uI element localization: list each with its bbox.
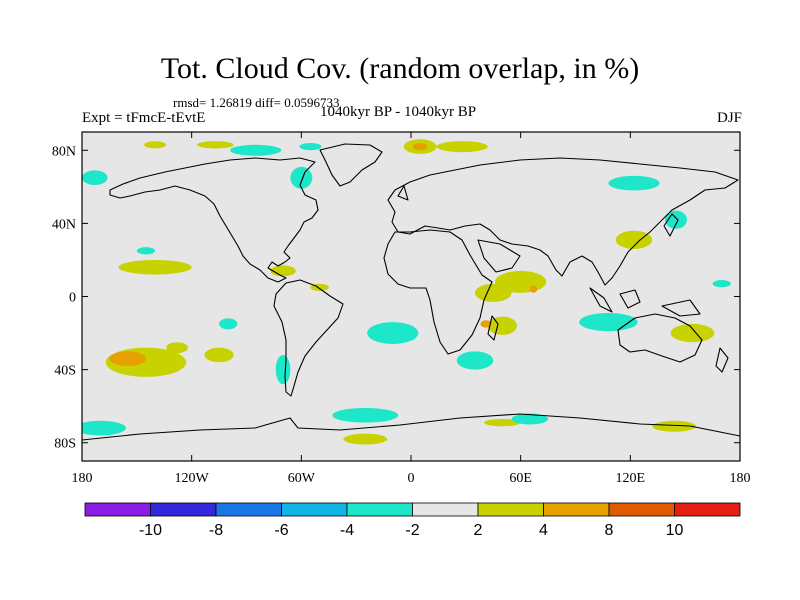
anomaly-region-19 bbox=[652, 420, 697, 432]
lon-label-0: 180 bbox=[72, 471, 93, 486]
colorbar-swatch-0 bbox=[84, 502, 151, 517]
anomaly-region-22 bbox=[230, 144, 282, 156]
colorbar-swatch-8 bbox=[608, 502, 675, 517]
anomaly-region-7 bbox=[487, 316, 518, 335]
anomaly-region-36 bbox=[275, 354, 291, 385]
anomaly-region-9 bbox=[529, 285, 538, 293]
anomaly-region-10 bbox=[615, 230, 653, 249]
axis-ticks bbox=[81, 132, 741, 461]
colorbar-swatch-7 bbox=[543, 502, 610, 517]
colorbar-label-6: 4 bbox=[539, 522, 548, 539]
colorbar-label-4: -2 bbox=[405, 522, 419, 539]
colorbar-label-5: 2 bbox=[474, 522, 483, 539]
anomaly-region-33 bbox=[665, 210, 687, 229]
anomaly-region-26 bbox=[367, 322, 419, 345]
anomaly-region-3 bbox=[166, 342, 189, 354]
coast-greenland bbox=[319, 143, 383, 187]
colorbar-swatch-6 bbox=[477, 502, 544, 517]
anomaly-region-8 bbox=[480, 320, 492, 328]
anomaly-region-25 bbox=[290, 166, 313, 189]
anomaly-region-16 bbox=[144, 141, 167, 149]
anomaly-region-27 bbox=[456, 351, 494, 370]
coast-japan bbox=[663, 213, 679, 237]
anomaly-region-21 bbox=[343, 433, 388, 445]
colorbar-label-2: -6 bbox=[274, 522, 288, 539]
lon-label-6: 180 bbox=[730, 471, 751, 486]
anomaly-region-20 bbox=[484, 418, 521, 427]
colorbar: -10 -8 -6 -4 -2 2 4 8 10 bbox=[84, 502, 741, 539]
lat-label-3: 40S bbox=[54, 364, 76, 379]
coastlines bbox=[82, 143, 740, 441]
colorbar-swatch-5 bbox=[412, 502, 479, 517]
coast-north-america bbox=[109, 157, 319, 283]
colorbar-label-7: 8 bbox=[605, 522, 614, 539]
anomaly-region-2 bbox=[118, 259, 192, 275]
colorbar-label-3: -4 bbox=[340, 522, 354, 539]
coast-uk bbox=[397, 185, 409, 201]
stats-text: rmsd= 1.26819 diff= 0.0596733 bbox=[173, 95, 340, 110]
lon-label-5: 120E bbox=[616, 471, 646, 486]
colorbar-label-1: -8 bbox=[209, 522, 223, 539]
coast-sumatra bbox=[589, 287, 613, 313]
colorbar-label-8: 10 bbox=[666, 522, 684, 539]
coast-europe-asia bbox=[387, 157, 739, 286]
colorbar-swatch-9 bbox=[674, 502, 741, 517]
anomaly-region-6 bbox=[495, 270, 547, 293]
lat-label-0: 80N bbox=[52, 144, 76, 159]
coast-madagascar bbox=[487, 315, 499, 341]
experiment-label: Expt = tFmcE-tEvtE bbox=[82, 110, 206, 126]
anomaly-region-23 bbox=[299, 142, 322, 151]
anomaly-region-35 bbox=[136, 247, 156, 255]
anomaly-region-32 bbox=[608, 175, 660, 191]
colorbar-label-0: -10 bbox=[139, 522, 162, 539]
lon-label-4: 60E bbox=[509, 471, 532, 486]
figure-title: Tot. Cloud Cov. (random overlap, in %) bbox=[160, 52, 640, 85]
colorbar-swatch-1 bbox=[150, 502, 217, 517]
lon-label-2: 60W bbox=[288, 471, 316, 486]
anomaly-region-37 bbox=[712, 280, 731, 288]
axis-labels: 80N 40N 0 40S 80S 180 120W 60W 0 60E 120E 180 bbox=[52, 144, 751, 486]
anomaly-region-15 bbox=[197, 141, 234, 149]
anomaly-region-29 bbox=[82, 420, 126, 436]
anomaly-region-14 bbox=[412, 142, 428, 151]
coast-australia bbox=[617, 313, 703, 363]
coast-south-america bbox=[273, 279, 344, 397]
lon-label-3: 0 bbox=[408, 471, 415, 486]
coast-arabia bbox=[477, 239, 521, 273]
lat-label-1: 40N bbox=[52, 217, 76, 232]
coast-new-guinea bbox=[661, 299, 701, 317]
anomaly-region-31 bbox=[511, 413, 549, 425]
anomaly-regions bbox=[82, 139, 731, 445]
lon-label-1: 120W bbox=[175, 471, 210, 486]
anomaly-region-1 bbox=[109, 351, 146, 366]
colorbar-swatch-4 bbox=[346, 502, 413, 517]
lat-label-4: 80S bbox=[54, 437, 76, 452]
season-label: DJF bbox=[716, 110, 742, 126]
anomaly-region-24 bbox=[82, 170, 108, 186]
anomaly-region-18 bbox=[270, 265, 296, 277]
colorbar-swatch-3 bbox=[281, 502, 348, 517]
colorbar-swatch-2 bbox=[215, 502, 282, 517]
coast-borneo bbox=[619, 289, 641, 309]
anomaly-region-13 bbox=[436, 141, 488, 153]
lat-label-2: 0 bbox=[69, 291, 76, 306]
anomaly-region-34 bbox=[219, 318, 238, 330]
coast-africa bbox=[383, 229, 493, 355]
coast-new-zealand bbox=[715, 347, 729, 373]
anomaly-region-30 bbox=[332, 407, 399, 423]
coast-antarctica bbox=[82, 413, 740, 441]
anomaly-region-11 bbox=[670, 323, 715, 343]
anomaly-region-4 bbox=[204, 347, 234, 363]
period-label: 1040kyr BP - 1040kyr BP bbox=[320, 104, 477, 120]
